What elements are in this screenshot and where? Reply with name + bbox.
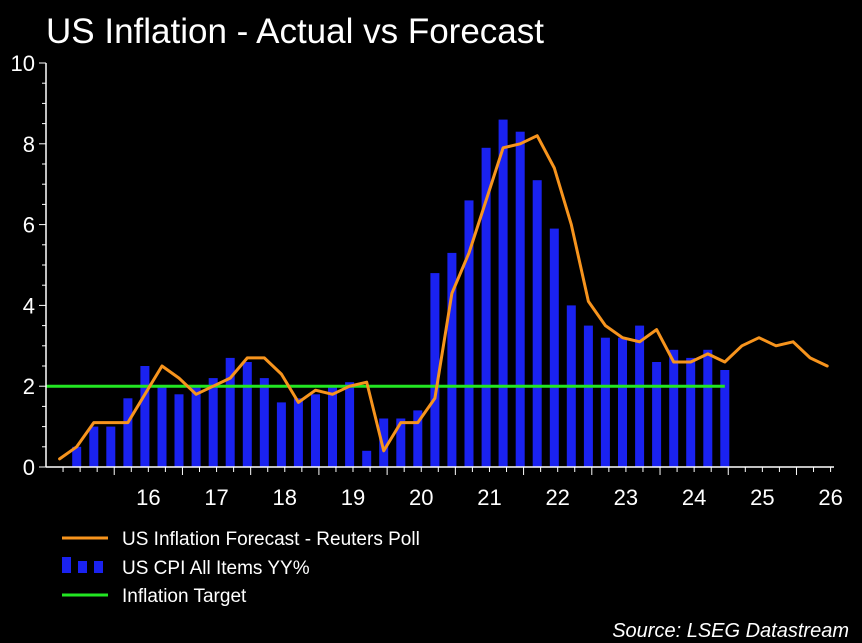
- cpi-bar: [430, 273, 440, 467]
- chart-title: US Inflation - Actual vs Forecast: [46, 12, 544, 51]
- legend-swatch-cpi: [94, 561, 103, 573]
- cpi-bar: [140, 366, 150, 467]
- x-tick-label: 17: [204, 485, 228, 510]
- legend-label: Inflation Target: [122, 586, 247, 607]
- cpi-bar: [532, 180, 542, 467]
- cpi-bar: [669, 349, 679, 467]
- x-tick-label: 25: [750, 485, 774, 510]
- legend-swatch-cpi: [62, 557, 71, 573]
- y-tick-label: 0: [23, 455, 35, 480]
- x-tick-label: 18: [273, 485, 297, 510]
- cpi-bar: [259, 378, 269, 467]
- cpi-bar: [328, 386, 337, 467]
- cpi-bar: [481, 147, 491, 468]
- cpi-bar: [635, 325, 645, 467]
- cpi-bar: [379, 418, 389, 467]
- cpi-bar: [464, 200, 474, 467]
- cpi-bar: [549, 228, 559, 467]
- cpi-bar: [191, 386, 201, 467]
- cpi-bar: [157, 386, 167, 467]
- cpi-bar: [618, 337, 627, 467]
- y-tick-label: 6: [23, 213, 35, 238]
- cpi-bar: [72, 446, 82, 467]
- x-tick-label: 19: [341, 485, 365, 510]
- cpi-bar: [583, 325, 593, 467]
- y-tick-label: 4: [23, 293, 35, 318]
- forecast-polyline: [58, 134, 829, 461]
- cpi-bar: [242, 362, 252, 467]
- cpi-bar: [652, 362, 662, 467]
- forecast-line: [58, 134, 829, 461]
- cpi-bar: [345, 382, 355, 467]
- x-tick-label: 21: [477, 485, 501, 510]
- x-axis-ticks: 16 17 18 19 20 21 22 23 24 25 26: [62, 467, 843, 510]
- cpi-bar: [225, 357, 235, 467]
- cpi-bar: [600, 337, 610, 467]
- x-tick-label: 16: [136, 485, 160, 510]
- legend: US Inflation Forecast - Reuters Poll US C…: [62, 529, 420, 607]
- cpi-bars: [72, 119, 730, 468]
- x-tick-label: 23: [614, 485, 638, 510]
- cpi-bar: [703, 349, 713, 467]
- cpi-bar: [106, 426, 116, 467]
- legend-label: US Inflation Forecast - Reuters Poll: [122, 529, 420, 550]
- x-tick-label: 24: [682, 485, 706, 510]
- cpi-bar: [447, 252, 457, 467]
- cpi-bar: [720, 370, 730, 467]
- source-note: Source: LSEG Datastream: [612, 620, 849, 642]
- cpi-bar: [276, 402, 286, 467]
- cpi-bar: [311, 394, 320, 467]
- cpi-bar: [413, 410, 423, 467]
- y-axis-ticks: 0 2 4 6 8 10: [11, 51, 46, 480]
- cpi-bar: [174, 394, 184, 467]
- y-tick-label: 10: [11, 51, 35, 76]
- legend-swatch-cpi: [78, 561, 87, 573]
- x-tick-label: 20: [409, 485, 433, 510]
- x-tick-label: 26: [818, 485, 842, 510]
- cpi-bar: [293, 398, 303, 467]
- cpi-bar: [686, 357, 696, 467]
- cpi-bar: [123, 398, 133, 467]
- cpi-bar: [396, 418, 406, 467]
- y-tick-label: 8: [23, 132, 35, 157]
- cpi-bar: [362, 450, 372, 467]
- cpi-bar: [515, 131, 525, 467]
- legend-label: US CPI All Items YY%: [122, 558, 310, 579]
- y-tick-label: 2: [23, 374, 35, 399]
- x-tick-label: 22: [545, 485, 569, 510]
- cpi-bar: [89, 426, 99, 467]
- cpi-bar: [498, 119, 508, 467]
- cpi-bar: [208, 378, 218, 467]
